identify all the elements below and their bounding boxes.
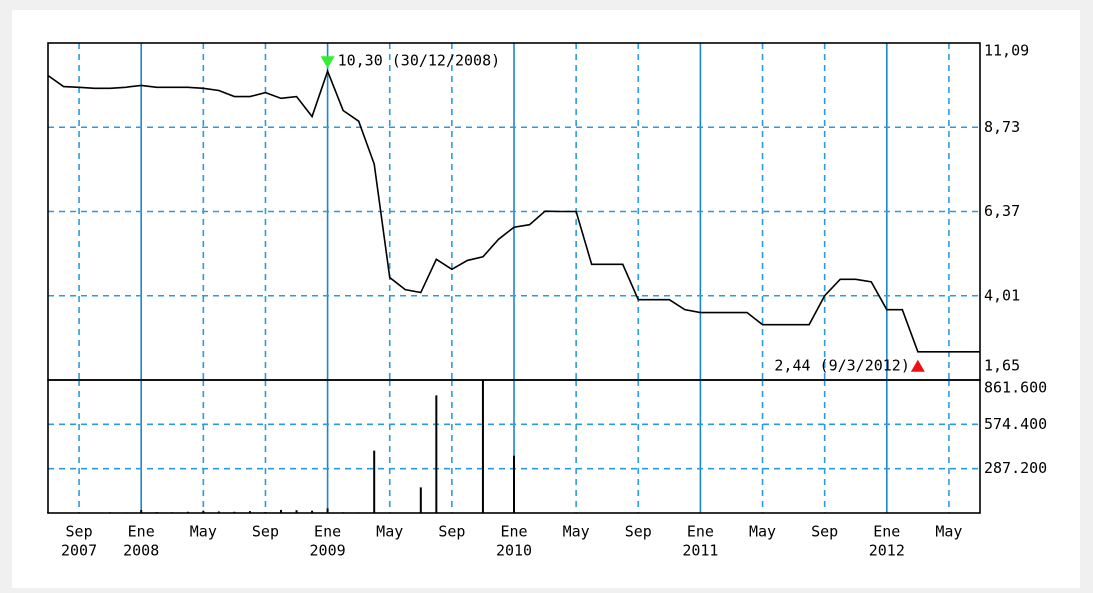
y-tick-label: 574.400 — [984, 415, 1047, 433]
volume-bar — [326, 508, 329, 513]
volume-bar — [311, 510, 314, 513]
y-tick-label: 1,65 — [984, 357, 1020, 375]
max-label: 10,30 (30/12/2008) — [338, 52, 501, 70]
volume-bar — [202, 510, 205, 513]
y-tick-label: 8,73 — [984, 118, 1020, 136]
min-label: 2,44 (9/3/2012) — [774, 356, 909, 374]
x-tick-label: Sep — [66, 523, 93, 541]
x-tick-year: 2007 — [61, 542, 97, 560]
volume-bar — [513, 455, 515, 513]
y-tick-label: 11,09 — [984, 42, 1029, 60]
volume-bar — [295, 510, 298, 513]
volume-bar — [280, 509, 282, 513]
x-tick-label: Ene — [500, 523, 527, 541]
volume-bar — [248, 511, 251, 513]
x-tick-label: Ene — [128, 523, 155, 541]
volume-bar — [481, 380, 484, 513]
x-tick-label: Sep — [438, 523, 465, 541]
x-tick-year: 2009 — [310, 542, 346, 560]
volume-bar — [435, 395, 438, 513]
x-tick-label: May — [376, 523, 403, 541]
x-tick-label: Ene — [314, 523, 341, 541]
x-tick-label: Sep — [811, 523, 838, 541]
price-line — [47, 68, 980, 353]
y-tick-label: 4,01 — [984, 286, 1020, 304]
x-tick-label: May — [563, 523, 590, 541]
x-tick-label: Ene — [687, 523, 714, 541]
panel-border — [47, 379, 981, 514]
x-tick-year: 2010 — [496, 542, 532, 560]
y-tick-label: 6,37 — [984, 202, 1020, 220]
x-tick-label: Sep — [625, 523, 652, 541]
x-tick-label: Sep — [252, 523, 279, 541]
x-tick-year: 2012 — [869, 542, 905, 560]
volume-bar — [419, 487, 422, 513]
x-tick-label: Ene — [873, 523, 900, 541]
y-tick-label: 861.600 — [984, 379, 1047, 397]
max-marker — [320, 56, 335, 69]
x-tick-label: May — [190, 523, 217, 541]
y-tick-label: 287.200 — [984, 459, 1047, 477]
x-tick-year: 2008 — [123, 542, 159, 560]
x-tick-label: May — [749, 523, 776, 541]
volume-bar — [140, 509, 143, 513]
x-tick-label: May — [935, 523, 962, 541]
x-tick-year: 2011 — [682, 542, 718, 560]
volume-bar — [373, 450, 376, 513]
min-marker — [910, 359, 925, 372]
